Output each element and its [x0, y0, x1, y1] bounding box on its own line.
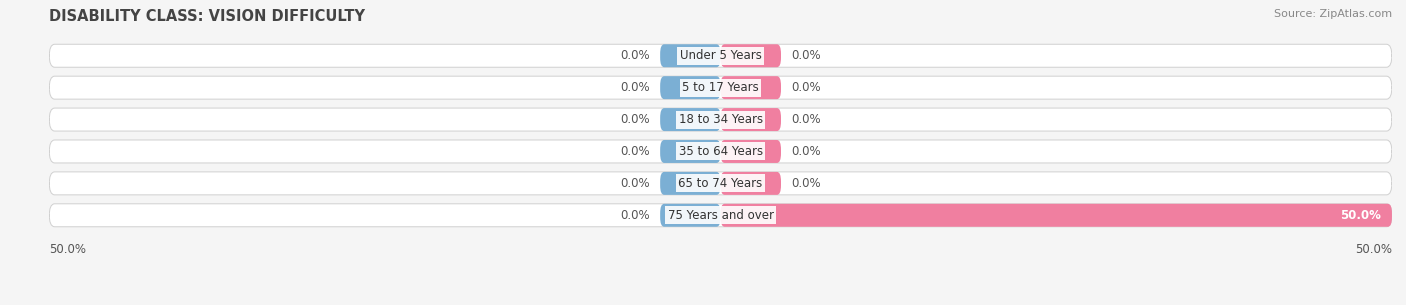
FancyBboxPatch shape [49, 172, 1392, 195]
FancyBboxPatch shape [661, 140, 721, 163]
Text: 50.0%: 50.0% [1340, 209, 1381, 222]
FancyBboxPatch shape [721, 76, 780, 99]
Text: 0.0%: 0.0% [620, 145, 650, 158]
Text: 0.0%: 0.0% [620, 113, 650, 126]
Text: 0.0%: 0.0% [620, 177, 650, 190]
FancyBboxPatch shape [661, 172, 721, 195]
Text: Source: ZipAtlas.com: Source: ZipAtlas.com [1274, 9, 1392, 19]
Text: 0.0%: 0.0% [792, 145, 821, 158]
FancyBboxPatch shape [661, 76, 721, 99]
Text: DISABILITY CLASS: VISION DIFFICULTY: DISABILITY CLASS: VISION DIFFICULTY [49, 9, 366, 24]
Text: 0.0%: 0.0% [792, 177, 821, 190]
Text: 50.0%: 50.0% [49, 243, 86, 257]
FancyBboxPatch shape [721, 108, 780, 131]
Text: 0.0%: 0.0% [792, 113, 821, 126]
Text: 5 to 17 Years: 5 to 17 Years [682, 81, 759, 94]
FancyBboxPatch shape [661, 204, 721, 227]
Text: 0.0%: 0.0% [620, 81, 650, 94]
FancyBboxPatch shape [49, 108, 1392, 131]
FancyBboxPatch shape [49, 76, 1392, 99]
Text: 18 to 34 Years: 18 to 34 Years [679, 113, 762, 126]
Text: 75 Years and over: 75 Years and over [668, 209, 773, 222]
Text: 50.0%: 50.0% [1355, 243, 1392, 257]
Text: 0.0%: 0.0% [620, 209, 650, 222]
FancyBboxPatch shape [661, 44, 721, 67]
FancyBboxPatch shape [721, 172, 780, 195]
Text: 0.0%: 0.0% [620, 49, 650, 62]
FancyBboxPatch shape [49, 44, 1392, 67]
FancyBboxPatch shape [721, 44, 780, 67]
FancyBboxPatch shape [661, 108, 721, 131]
FancyBboxPatch shape [49, 204, 1392, 227]
FancyBboxPatch shape [49, 140, 1392, 163]
Text: 0.0%: 0.0% [792, 49, 821, 62]
Text: 35 to 64 Years: 35 to 64 Years [679, 145, 762, 158]
Text: 65 to 74 Years: 65 to 74 Years [679, 177, 762, 190]
Text: Under 5 Years: Under 5 Years [679, 49, 762, 62]
FancyBboxPatch shape [721, 204, 1392, 227]
Text: 0.0%: 0.0% [792, 81, 821, 94]
FancyBboxPatch shape [721, 140, 780, 163]
